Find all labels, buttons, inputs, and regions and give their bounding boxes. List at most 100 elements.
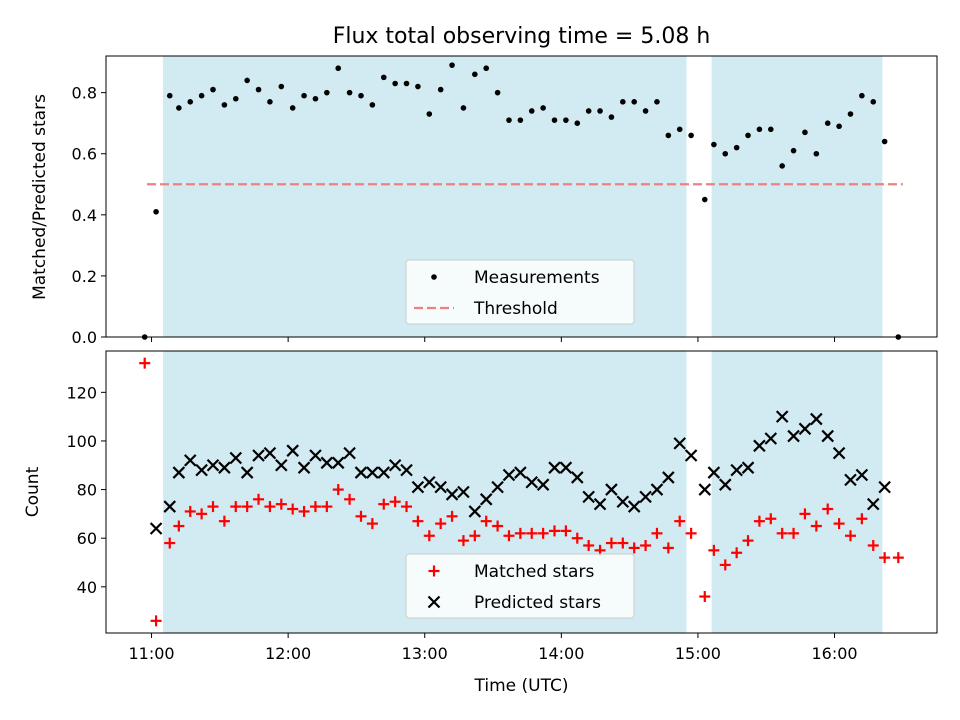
legend: Matched stars Predicted stars bbox=[405, 553, 635, 619]
measurement-point bbox=[745, 132, 751, 139]
matched-star-point bbox=[617, 537, 629, 549]
matched-star-point bbox=[628, 542, 640, 554]
predicted-star-point bbox=[286, 444, 299, 457]
measurement-point bbox=[335, 65, 342, 72]
matched-star-point bbox=[753, 515, 765, 527]
measurement-point bbox=[198, 92, 205, 99]
predicted-star-point bbox=[775, 410, 789, 423]
measurement-point bbox=[642, 108, 649, 114]
matched-star-point bbox=[139, 357, 151, 369]
predicted-star-point bbox=[536, 478, 550, 491]
predicted-star-point bbox=[354, 466, 368, 479]
measurement-point bbox=[528, 108, 535, 114]
predicted-star-point bbox=[411, 480, 425, 494]
shaded-interval bbox=[711, 351, 883, 633]
measurement-point bbox=[824, 120, 831, 126]
measurement-point bbox=[392, 80, 398, 87]
measurement-point bbox=[380, 74, 387, 81]
measurement-point bbox=[472, 71, 478, 78]
matched-star-point bbox=[503, 530, 515, 542]
matched-star-point bbox=[788, 527, 800, 539]
measurement-point bbox=[813, 150, 820, 157]
predicted-star-point bbox=[297, 461, 311, 474]
predicted-star-point bbox=[514, 466, 527, 479]
measurement-point bbox=[574, 120, 581, 126]
matched-star-point bbox=[776, 527, 788, 539]
matched-star-point bbox=[685, 527, 697, 539]
matched-star-point bbox=[605, 537, 617, 549]
legend-label: Predicted stars bbox=[474, 593, 601, 613]
measurement-point bbox=[597, 108, 603, 114]
measurement-point bbox=[881, 138, 888, 145]
measurement-point bbox=[688, 132, 694, 139]
matched-star-point bbox=[708, 544, 720, 556]
predicted-star-point bbox=[331, 456, 345, 470]
measurement-point bbox=[701, 196, 708, 203]
predicted-star-point bbox=[627, 500, 641, 513]
measurement-point bbox=[449, 62, 455, 68]
measurement-point bbox=[870, 99, 877, 105]
plot-frame bbox=[105, 55, 938, 338]
measurement-point bbox=[779, 163, 785, 169]
matched-star-point bbox=[856, 513, 868, 525]
matched-star-point bbox=[287, 503, 299, 515]
matched-star-point bbox=[309, 501, 321, 513]
matched-star-point bbox=[457, 535, 469, 547]
measurement-point bbox=[847, 111, 854, 117]
predicted-star-point bbox=[172, 466, 186, 479]
matched-star-point bbox=[253, 493, 265, 505]
predicted-star-point bbox=[163, 500, 177, 513]
y-tick-label: 0.0 bbox=[72, 328, 97, 347]
predicted-star-point bbox=[673, 437, 687, 450]
x-tick-label: 14:00 bbox=[538, 644, 584, 663]
predicted-star-point bbox=[149, 522, 163, 535]
matched-star-point bbox=[892, 552, 904, 564]
matched-star-point bbox=[218, 515, 230, 527]
measurement-point bbox=[255, 86, 262, 93]
matched-star-point bbox=[651, 527, 663, 539]
predicted-star-point bbox=[343, 446, 356, 460]
measurement-point bbox=[768, 126, 774, 133]
measurement-point bbox=[346, 89, 353, 96]
measurement-point bbox=[506, 117, 512, 123]
predicted-star-point bbox=[639, 490, 652, 504]
predicted-star-point bbox=[844, 473, 857, 487]
measurement-point bbox=[494, 89, 501, 96]
measurement-point bbox=[631, 99, 637, 105]
legend-box bbox=[405, 259, 635, 325]
x-tick-label: 12:00 bbox=[265, 644, 311, 663]
measurement-point bbox=[403, 80, 410, 87]
measurement-point bbox=[289, 105, 296, 111]
predicted-star-point bbox=[252, 449, 265, 462]
predicted-star-point bbox=[457, 485, 470, 499]
measurement-point bbox=[654, 99, 660, 105]
measurement-point bbox=[859, 92, 865, 99]
legend-matched-marker bbox=[428, 565, 440, 577]
predicted-star-point bbox=[423, 475, 436, 489]
measurement-point bbox=[176, 105, 182, 111]
matched-star-point bbox=[173, 520, 185, 532]
legend-box bbox=[405, 553, 635, 619]
predicted-star-point bbox=[479, 493, 493, 506]
matched-star-point bbox=[480, 515, 492, 527]
matched-star-point bbox=[150, 615, 162, 627]
predicted-star-point bbox=[878, 480, 891, 494]
predicted-star-point bbox=[502, 468, 516, 482]
predicted-star-point bbox=[263, 446, 277, 460]
measurement-point bbox=[426, 111, 433, 117]
predicted-star-point bbox=[855, 468, 869, 482]
x-tick-label: 15:00 bbox=[675, 644, 721, 663]
matched-star-point bbox=[366, 518, 378, 530]
matched-star-point bbox=[810, 520, 822, 532]
matched-star-point bbox=[196, 508, 208, 520]
matched-star-point bbox=[560, 525, 572, 537]
measurement-point bbox=[722, 150, 729, 157]
predicted-star-point bbox=[400, 463, 413, 477]
measurement-point bbox=[415, 83, 421, 90]
matched-star-point bbox=[549, 525, 561, 537]
top-y-axis-label: Matched/Predicted stars bbox=[30, 94, 50, 300]
measurement-point bbox=[358, 92, 364, 99]
x-tick-label: 11:00 bbox=[128, 644, 174, 663]
matched-star-point bbox=[435, 518, 447, 530]
predicted-star-point bbox=[309, 449, 322, 462]
